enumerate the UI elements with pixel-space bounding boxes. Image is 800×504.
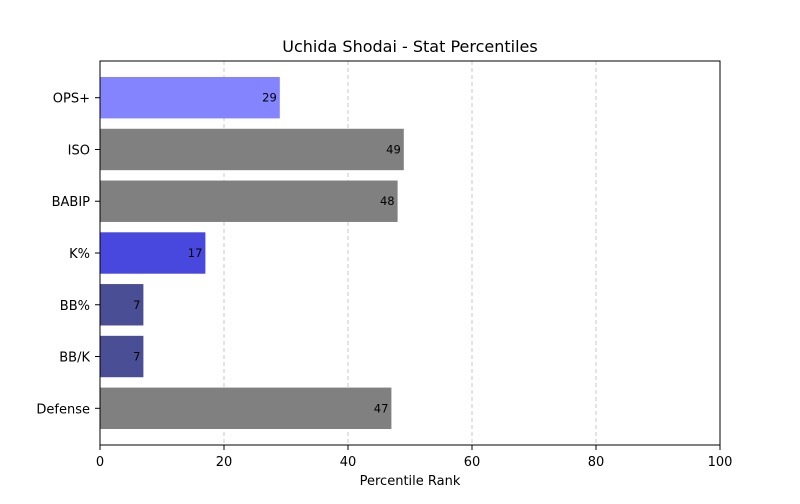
bars: 29 49 48 17 7 7 47 bbox=[100, 77, 404, 429]
x-tick-label-1: 20 bbox=[216, 455, 233, 470]
value-label-6: 47 bbox=[374, 401, 389, 415]
x-tick-label-4: 80 bbox=[588, 455, 605, 470]
bar-3 bbox=[100, 232, 206, 274]
x-tick-label-3: 60 bbox=[464, 455, 481, 470]
y-tick-label-4: BB% bbox=[60, 299, 90, 314]
x-axis: 0 20 40 60 80 100 bbox=[96, 445, 733, 470]
gridlines bbox=[223, 61, 597, 445]
value-label-0: 29 bbox=[262, 91, 277, 105]
x-tick-label-2: 40 bbox=[340, 455, 357, 470]
x-tick-label-5: 100 bbox=[708, 455, 733, 470]
y-tick-label-6: Defense bbox=[36, 402, 90, 417]
value-label-5: 7 bbox=[133, 350, 140, 364]
y-axis: OPS+ ISO BABIP K% BB% BB/K Defense bbox=[36, 92, 100, 417]
chart-title: Uchida Shodai - Stat Percentiles bbox=[282, 37, 537, 56]
x-tick-label-0: 0 bbox=[96, 455, 104, 470]
y-tick-label-0: OPS+ bbox=[53, 92, 90, 107]
value-label-3: 17 bbox=[188, 246, 203, 260]
bar-5 bbox=[100, 335, 144, 378]
value-label-4: 7 bbox=[133, 298, 140, 312]
bar-1 bbox=[100, 128, 404, 171]
value-label-1: 49 bbox=[386, 142, 401, 156]
y-tick-label-3: K% bbox=[69, 247, 90, 262]
x-axis-label: Percentile Rank bbox=[360, 474, 461, 489]
bar-0 bbox=[100, 77, 280, 119]
y-tick-label-1: ISO bbox=[68, 143, 90, 158]
y-tick-label-2: BABIP bbox=[52, 195, 91, 210]
bar-2 bbox=[100, 180, 398, 222]
bar-6 bbox=[100, 387, 392, 429]
y-tick-label-5: BB/K bbox=[59, 351, 90, 366]
value-label-2: 48 bbox=[380, 194, 395, 208]
bar-4 bbox=[100, 284, 144, 326]
